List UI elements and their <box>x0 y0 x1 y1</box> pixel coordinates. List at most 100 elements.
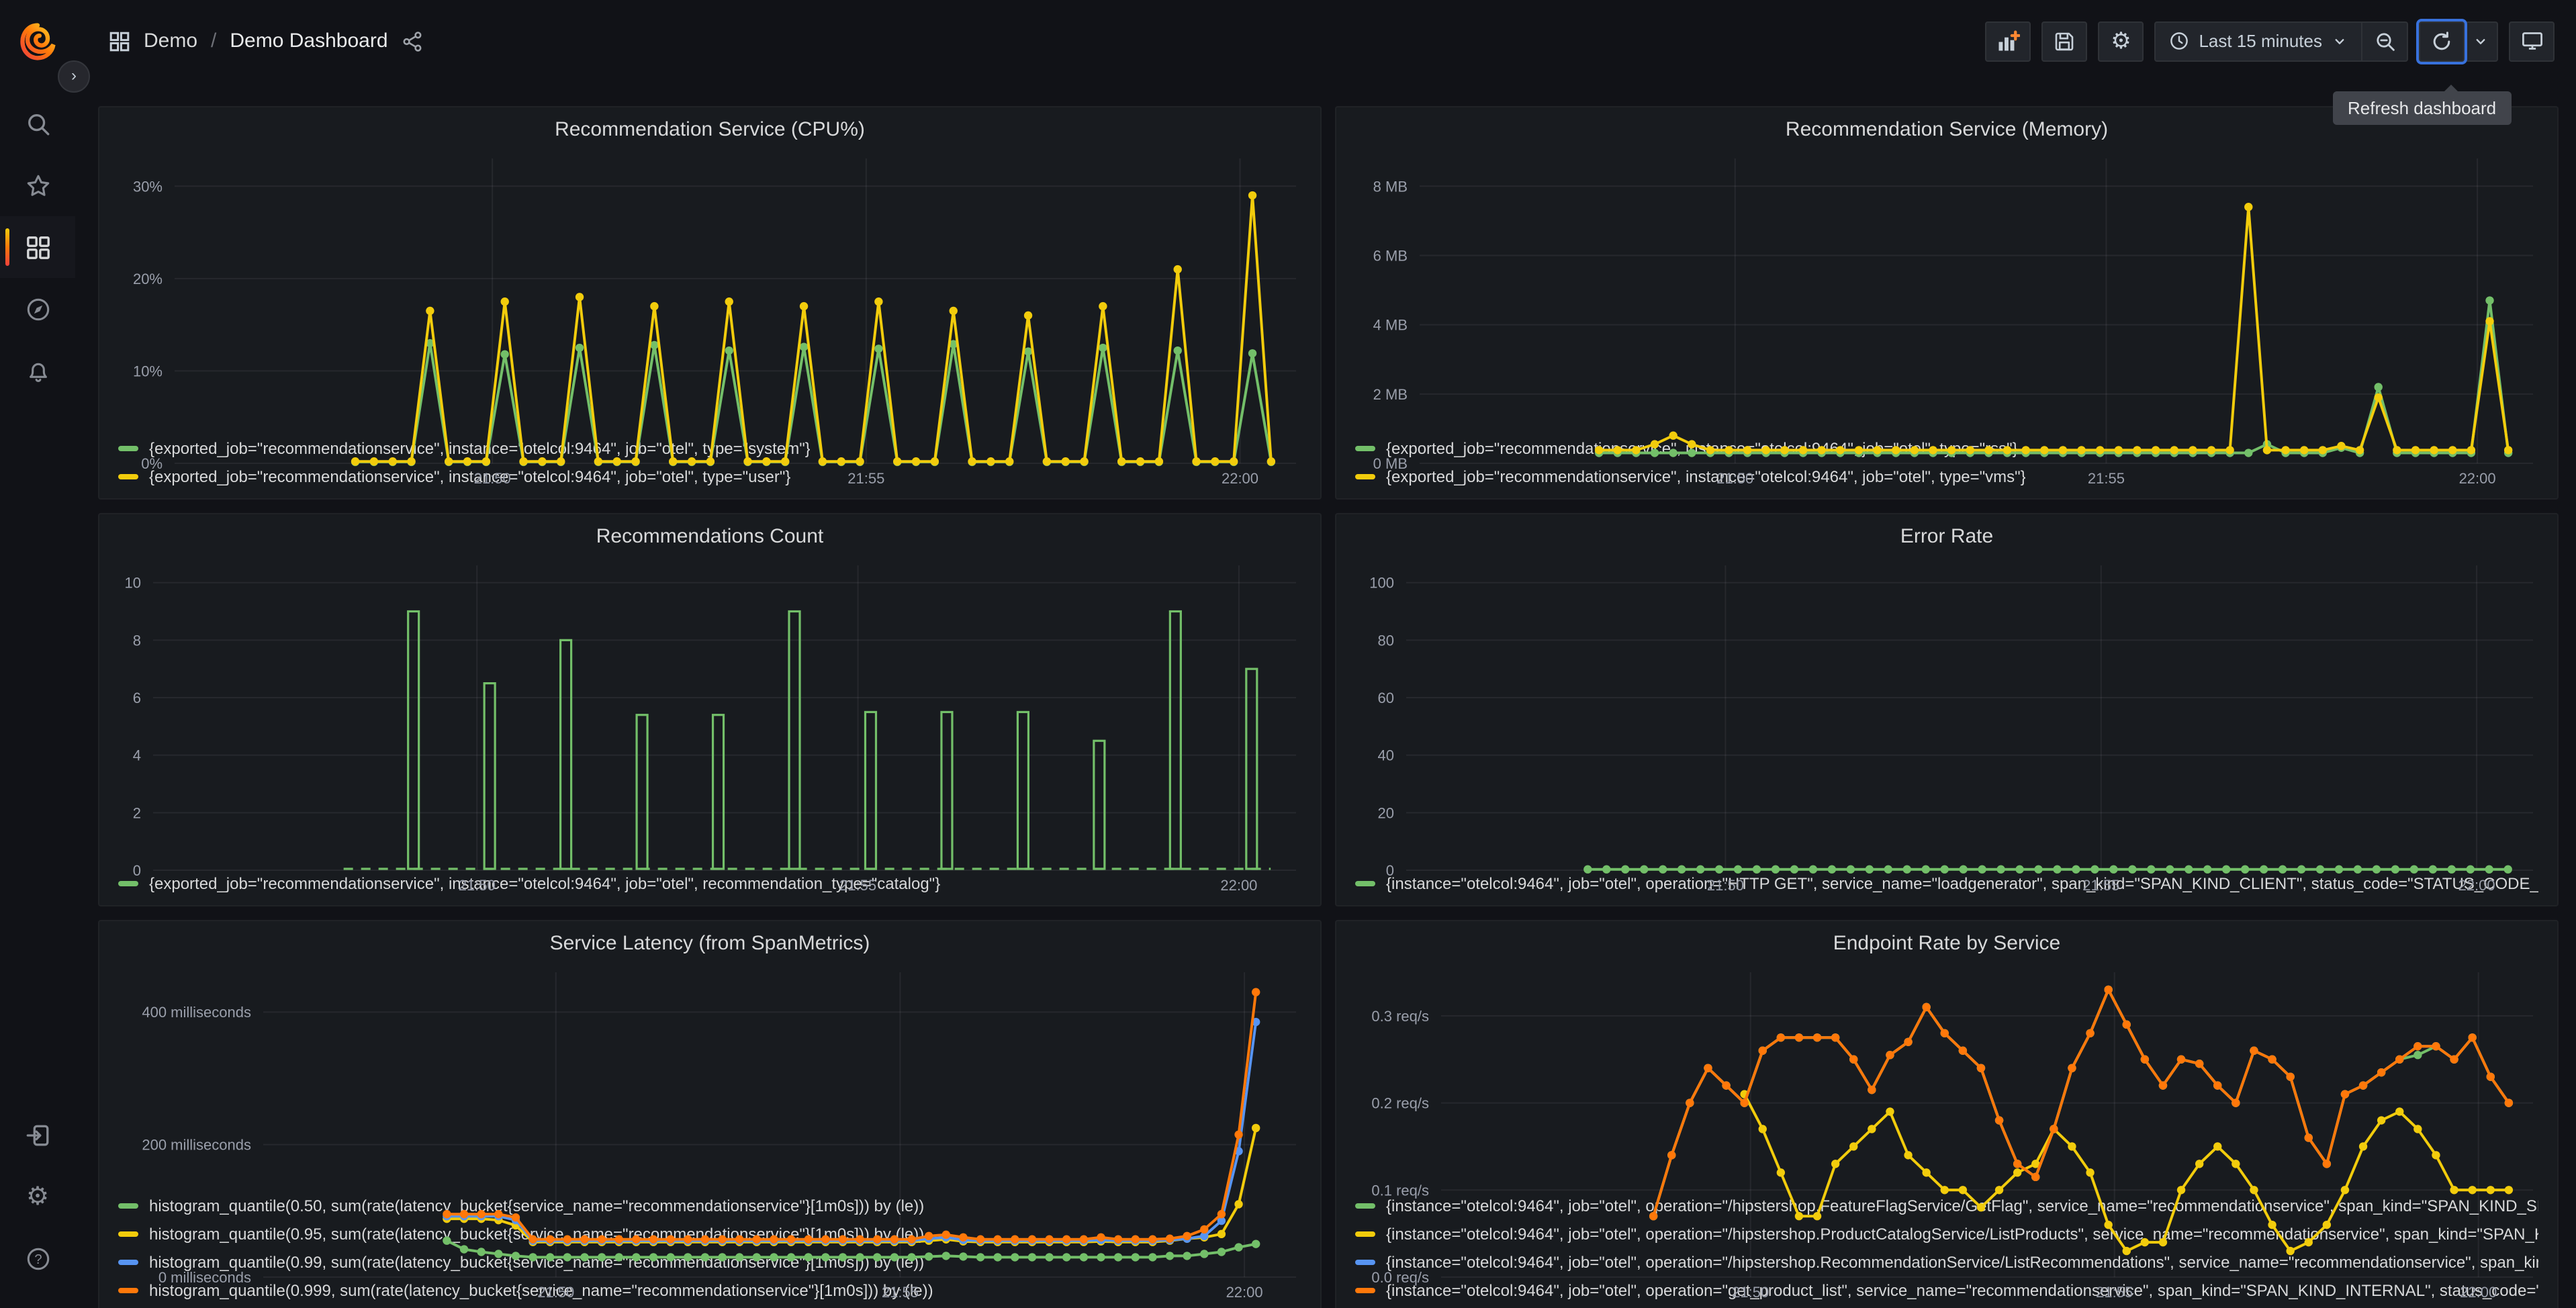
sidebar-item-alerting[interactable] <box>0 340 75 402</box>
svg-text:0 milliseconds: 0 milliseconds <box>158 1269 251 1286</box>
endpoint-rate-legend: {instance="otelcol:9464", job="otel", op… <box>1350 1190 2544 1308</box>
count-legend: {exported_job="recommendationservice", i… <box>113 868 1307 901</box>
refresh-dashboard-button[interactable] <box>2419 21 2465 61</box>
zoom-out-time-button[interactable] <box>2362 21 2408 61</box>
panel-title[interactable]: Error Rate <box>1900 525 1994 548</box>
legend-series-label[interactable]: {instance="otelcol:9464", job="otel", op… <box>1386 1252 2538 1271</box>
svg-text:30%: 30% <box>133 178 163 195</box>
star-icon <box>26 174 49 195</box>
monitor-icon <box>2522 32 2542 50</box>
count-chart[interactable]: 0 2 4 6 8 10 21:50 21:55 22:00 <box>113 555 1307 894</box>
legend-series-swatch <box>1355 1231 1375 1236</box>
svg-text:40: 40 <box>1378 747 1394 764</box>
svg-text:22:00: 22:00 <box>2458 877 2495 894</box>
legend-item[interactable]: histogram_quantile(0.999, sum(rate(laten… <box>118 1276 1301 1304</box>
panel-title[interactable]: Recommendation Service (Memory) <box>1785 118 2109 141</box>
cpu-chart[interactable]: 0% 10% 20% 30% 21:50 21:55 22:00 <box>113 148 1307 487</box>
svg-text:21:55: 21:55 <box>2096 1284 2133 1301</box>
dashboard-toolbar: ⚙ Last 15 minutes <box>1985 21 2555 61</box>
sidebar-expand-button[interactable]: › <box>58 60 90 93</box>
grafana-logo[interactable] <box>0 0 75 82</box>
panel-recommendation-memory: Recommendation Service (Memory) 0 MB 2 MB… <box>1335 106 2559 500</box>
legend-series-label[interactable]: {instance="otelcol:9464", job="otel", op… <box>1386 1224 2538 1243</box>
sidebar-item-help[interactable]: ? <box>0 1227 75 1289</box>
latency-chart[interactable]: 0 milliseconds 200 milliseconds 400 millis… <box>113 962 1307 1301</box>
legend-series-label[interactable]: {instance="otelcol:9464", job="otel", op… <box>1386 1280 2538 1299</box>
sidebar-item-starred[interactable] <box>0 154 75 216</box>
sidebar-item-configuration[interactable]: ⚙ <box>0 1166 75 1227</box>
svg-text:0: 0 <box>1386 862 1394 879</box>
legend-item[interactable]: {exported_job="recommendationservice", i… <box>1355 462 2538 490</box>
share-dashboard-button[interactable] <box>402 30 423 52</box>
grafana-flame-icon <box>20 22 56 60</box>
legend-series-swatch <box>118 1287 138 1293</box>
svg-text:4 MB: 4 MB <box>1373 317 1408 334</box>
panel-title[interactable]: Service Latency (from SpanMetrics) <box>549 932 870 955</box>
legend-item[interactable]: histogram_quantile(0.50, sum(rate(latenc… <box>118 1191 1301 1219</box>
add-panel-icon <box>1998 30 2021 50</box>
legend-item[interactable]: {instance="otelcol:9464", job="otel", op… <box>1355 1276 2538 1304</box>
panel-service-latency: Service Latency (from SpanMetrics) 0 mil… <box>98 920 1322 1308</box>
dashboard-settings-button[interactable]: ⚙ <box>2098 21 2144 61</box>
legend-item[interactable]: {instance="otelcol:9464", job="otel", op… <box>1355 1191 2538 1219</box>
panel-recommendation-cpu: Recommendation Service (CPU%) 0% 10% 20% 30… <box>98 106 1322 500</box>
svg-text:21:55: 21:55 <box>839 877 876 894</box>
bell-icon <box>29 362 46 381</box>
svg-text:0.0 req/s: 0.0 req/s <box>1371 1269 1429 1286</box>
legend-series-swatch <box>1355 1287 1375 1293</box>
sidebar-item-dashboards[interactable] <box>0 216 75 278</box>
legend-series-label[interactable]: {exported_job="recommendationservice", i… <box>149 438 811 457</box>
add-panel-button[interactable] <box>1985 21 2031 61</box>
svg-text:2: 2 <box>133 804 141 821</box>
legend-series-label[interactable]: histogram_quantile(0.50, sum(rate(latenc… <box>149 1196 925 1215</box>
svg-text:22:00: 22:00 <box>2459 470 2496 487</box>
legend-series-swatch <box>118 1259 138 1264</box>
svg-text:0.1 req/s: 0.1 req/s <box>1371 1182 1429 1199</box>
sidebar-item-search[interactable] <box>0 93 75 154</box>
svg-text:0.2 req/s: 0.2 req/s <box>1371 1095 1429 1112</box>
legend-series-label[interactable]: {exported_job="recommendationservice", i… <box>149 874 941 892</box>
svg-text:400 milliseconds: 400 milliseconds <box>142 1004 251 1021</box>
time-range-picker[interactable]: Last 15 minutes <box>2154 21 2362 61</box>
panel-title[interactable]: Recommendation Service (CPU%) <box>555 118 865 141</box>
breadcrumb-separator: / <box>211 30 217 52</box>
legend-series-swatch <box>118 1203 138 1208</box>
kiosk-mode-button[interactable] <box>2509 21 2555 61</box>
legend-item[interactable]: {instance="otelcol:9464", job="otel", op… <box>1355 1219 2538 1248</box>
legend-item[interactable]: {exported_job="recommendationservice", i… <box>118 462 1301 490</box>
legend-item[interactable]: {instance="otelcol:9464", job="otel", op… <box>1355 1248 2538 1276</box>
legend-item[interactable]: {instance="otelcol:9464", job="otel", op… <box>1355 869 2538 897</box>
endpoint-rate-chart[interactable]: 0.0 req/s 0.1 req/s 0.2 req/s 0.3 req/s 21:5… <box>1350 962 2544 1301</box>
sidebar-item-sign-in[interactable] <box>0 1104 75 1166</box>
memory-chart[interactable]: 0 MB 2 MB 4 MB 6 MB 8 MB 21:50 21:55 22:00 <box>1350 148 2544 487</box>
legend-series-swatch <box>1355 1203 1375 1208</box>
svg-text:21:55: 21:55 <box>2082 877 2119 894</box>
sidebar: ⚙ ? <box>0 0 75 1308</box>
svg-text:21:50: 21:50 <box>474 470 511 487</box>
legend-series-label[interactable]: {instance="otelcol:9464", job="otel", op… <box>1386 1196 2538 1215</box>
legend-series-label[interactable]: {instance="otelcol:9464", job="otel", op… <box>1386 874 2538 892</box>
error-rate-legend: {instance="otelcol:9464", job="otel", op… <box>1350 868 2544 901</box>
error-rate-chart[interactable]: 0 20 40 60 80 100 21:50 21:55 22:00 <box>1350 555 2544 894</box>
legend-item[interactable]: {exported_job="recommendationservice", i… <box>118 434 1301 462</box>
sidebar-item-explore[interactable] <box>0 278 75 340</box>
svg-text:22:00: 22:00 <box>2460 1284 2497 1301</box>
svg-text:21:55: 21:55 <box>882 1284 919 1301</box>
legend-item[interactable]: {exported_job="recommendationservice", i… <box>118 869 1301 897</box>
legend-series-label[interactable]: {exported_job="recommendationservice", i… <box>149 467 791 485</box>
panel-title[interactable]: Endpoint Rate by Service <box>1833 932 2061 955</box>
refresh-interval-dropdown[interactable] <box>2465 21 2498 61</box>
legend-series-swatch <box>1355 1259 1375 1264</box>
time-range-label: Last 15 minutes <box>2199 31 2322 51</box>
breadcrumb-section[interactable]: Demo <box>144 30 198 52</box>
legend-series-label[interactable]: histogram_quantile(0.999, sum(rate(laten… <box>149 1280 933 1299</box>
save-dashboard-button[interactable] <box>2041 21 2088 61</box>
svg-text:6: 6 <box>133 690 141 706</box>
gear-icon: ⚙ <box>2111 28 2131 54</box>
dashboard-header: Demo / Demo Dashboard ⚙ Last 15 minutes <box>75 0 2576 82</box>
sign-in-icon <box>26 1124 48 1146</box>
panel-title[interactable]: Recommendations Count <box>596 525 824 548</box>
gear-icon: ⚙ <box>26 1182 50 1211</box>
legend-series-label[interactable]: {exported_job="recommendationservice", i… <box>1386 467 2026 485</box>
panel-endpoint-rate: Endpoint Rate by Service 0.0 req/s 0.1 re… <box>1335 920 2559 1308</box>
